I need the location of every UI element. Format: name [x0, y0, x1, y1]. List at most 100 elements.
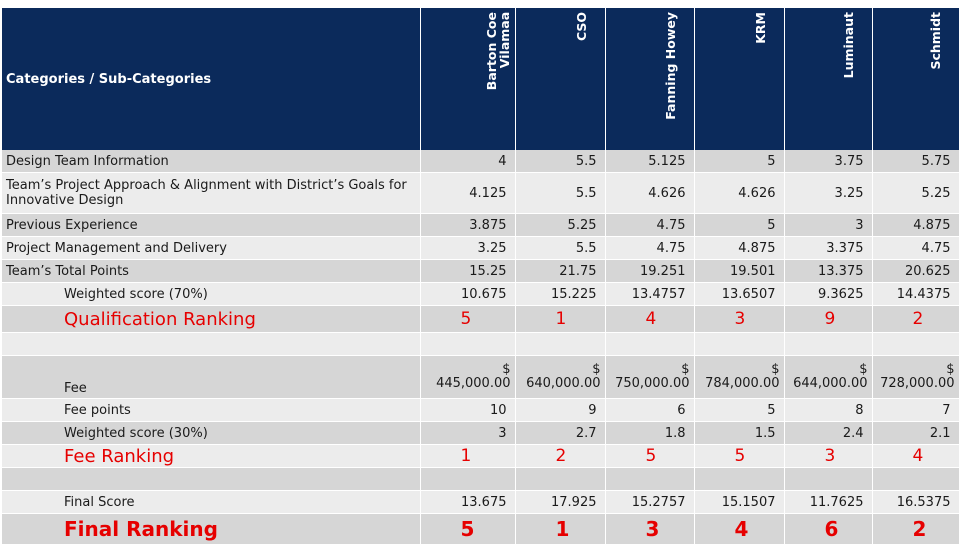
currency-symbol: $ — [771, 362, 780, 377]
score-cell: 4.125 — [420, 172, 516, 214]
vendor-header: CSO — [515, 8, 606, 150]
vendor-header: Luminaut — [784, 8, 873, 150]
score-cell: 3.25 — [784, 172, 873, 214]
score-cell: 2.1 — [872, 421, 960, 445]
vendor-name: Barton Coe Vilamaa — [483, 12, 512, 91]
rank-cell: 1 — [515, 305, 606, 333]
table-row: Weighted score (70%) 10.675 15.225 13.47… — [2, 282, 960, 306]
spacer-row — [2, 467, 960, 491]
vendor-name: CSO — [573, 12, 589, 42]
table-row: Qualification Ranking 5 1 4 3 9 2 — [2, 305, 960, 333]
score-cell: 10 — [420, 398, 516, 422]
final-rank-cell: 3 — [605, 513, 695, 545]
table-row: Design Team Information 4 5.5 5.125 5 3.… — [2, 150, 960, 173]
row-label: Team’s Total Points — [2, 259, 421, 283]
final-rank-cell: 6 — [784, 513, 873, 545]
score-cell: 4 — [420, 150, 516, 173]
rank-cell: 4 — [872, 444, 960, 468]
fee-amount: 640,000.00 — [526, 376, 601, 391]
score-cell: 6 — [605, 398, 695, 422]
qualification-ranking-label: Qualification Ranking — [2, 305, 421, 333]
fee-cell: $640,000.00 — [515, 355, 606, 399]
score-cell: 5.25 — [515, 213, 606, 237]
score-cell: 15.1507 — [694, 490, 785, 514]
score-cell: 5 — [694, 398, 785, 422]
rank-cell: 2 — [515, 444, 606, 468]
score-cell: 3.25 — [420, 236, 516, 260]
score-cell: 4.875 — [872, 213, 960, 237]
row-label: Team’s Project Approach & Alignment with… — [2, 172, 421, 214]
rank-cell: 3 — [694, 305, 785, 333]
final-rank-cell: 5 — [420, 513, 516, 545]
row-label: Project Management and Delivery — [2, 236, 421, 260]
score-cell: 14.4375 — [872, 282, 960, 306]
table-row: Final Ranking 5 1 3 4 6 2 — [2, 513, 960, 545]
table-row: Team’s Total Points 15.25 21.75 19.251 1… — [2, 259, 960, 283]
category-header: Categories / Sub-Categories — [2, 8, 421, 150]
score-cell: 4.75 — [605, 236, 695, 260]
score-cell: 5.25 — [872, 172, 960, 214]
fee-cell: $728,000.00 — [872, 355, 960, 399]
fee-amount: 784,000.00 — [705, 376, 780, 391]
fee-ranking-label: Fee Ranking — [2, 444, 421, 468]
table-row: Project Management and Delivery 3.25 5.5… — [2, 236, 960, 260]
table-row: Team’s Project Approach & Alignment with… — [2, 172, 960, 214]
score-cell: 15.2757 — [605, 490, 695, 514]
score-cell: 8 — [784, 398, 873, 422]
final-rank-cell: 1 — [515, 513, 606, 545]
table-row: Final Score 13.675 17.925 15.2757 15.150… — [2, 490, 960, 514]
score-cell: 15.25 — [420, 259, 516, 283]
score-cell: 11.7625 — [784, 490, 873, 514]
fee-cell: $750,000.00 — [605, 355, 695, 399]
score-cell: 4.875 — [694, 236, 785, 260]
vendor-header: Schmidt — [872, 8, 960, 150]
rank-cell: 5 — [694, 444, 785, 468]
rank-cell: 5 — [420, 305, 516, 333]
score-cell: 13.4757 — [605, 282, 695, 306]
fee-cell: $445,000.00 — [420, 355, 516, 399]
fee-cell: $644,000.00 — [784, 355, 873, 399]
score-cell: 2.7 — [515, 421, 606, 445]
table-row: Weighted score (30%) 3 2.7 1.8 1.5 2.4 2… — [2, 421, 960, 445]
final-ranking-label: Final Ranking — [2, 513, 421, 545]
score-cell: 1.8 — [605, 421, 695, 445]
score-cell: 5.5 — [515, 150, 606, 173]
score-cell: 3 — [420, 421, 516, 445]
score-cell: 21.75 — [515, 259, 606, 283]
score-cell: 7 — [872, 398, 960, 422]
currency-symbol: $ — [502, 362, 511, 377]
final-rank-cell: 2 — [872, 513, 960, 545]
score-cell: 16.5375 — [872, 490, 960, 514]
score-cell: 5.125 — [605, 150, 695, 173]
vendor-name: KRM — [752, 12, 768, 44]
table-row: Previous Experience 3.875 5.25 4.75 5 3 … — [2, 213, 960, 237]
score-cell: 4.75 — [605, 213, 695, 237]
score-cell: 5.75 — [872, 150, 960, 173]
fee-amount: 728,000.00 — [880, 376, 955, 391]
fee-cell: $784,000.00 — [694, 355, 785, 399]
row-label: Final Score — [2, 490, 421, 514]
rank-cell: 5 — [605, 444, 695, 468]
vendor-name: Schmidt — [927, 12, 943, 70]
row-label: Weighted score (70%) — [2, 282, 421, 306]
vendor-name: Fanning Howey — [662, 12, 678, 120]
score-cell: 17.925 — [515, 490, 606, 514]
score-cell: 13.375 — [784, 259, 873, 283]
score-cell: 3.75 — [784, 150, 873, 173]
score-cell: 15.225 — [515, 282, 606, 306]
score-cell: 3.875 — [420, 213, 516, 237]
vendor-header: KRM — [694, 8, 785, 150]
rank-cell: 4 — [605, 305, 695, 333]
currency-symbol: $ — [946, 362, 955, 377]
row-label: Design Team Information — [2, 150, 421, 173]
score-cell: 9 — [515, 398, 606, 422]
rank-cell: 1 — [420, 444, 516, 468]
score-cell: 3.375 — [784, 236, 873, 260]
score-cell: 20.625 — [872, 259, 960, 283]
score-cell: 9.3625 — [784, 282, 873, 306]
fee-amount: 445,000.00 — [436, 376, 511, 391]
score-cell: 4.75 — [872, 236, 960, 260]
header-row: Categories / Sub-Categories Barton Coe V… — [2, 8, 960, 150]
score-cell: 2.4 — [784, 421, 873, 445]
score-cell: 4.626 — [694, 172, 785, 214]
